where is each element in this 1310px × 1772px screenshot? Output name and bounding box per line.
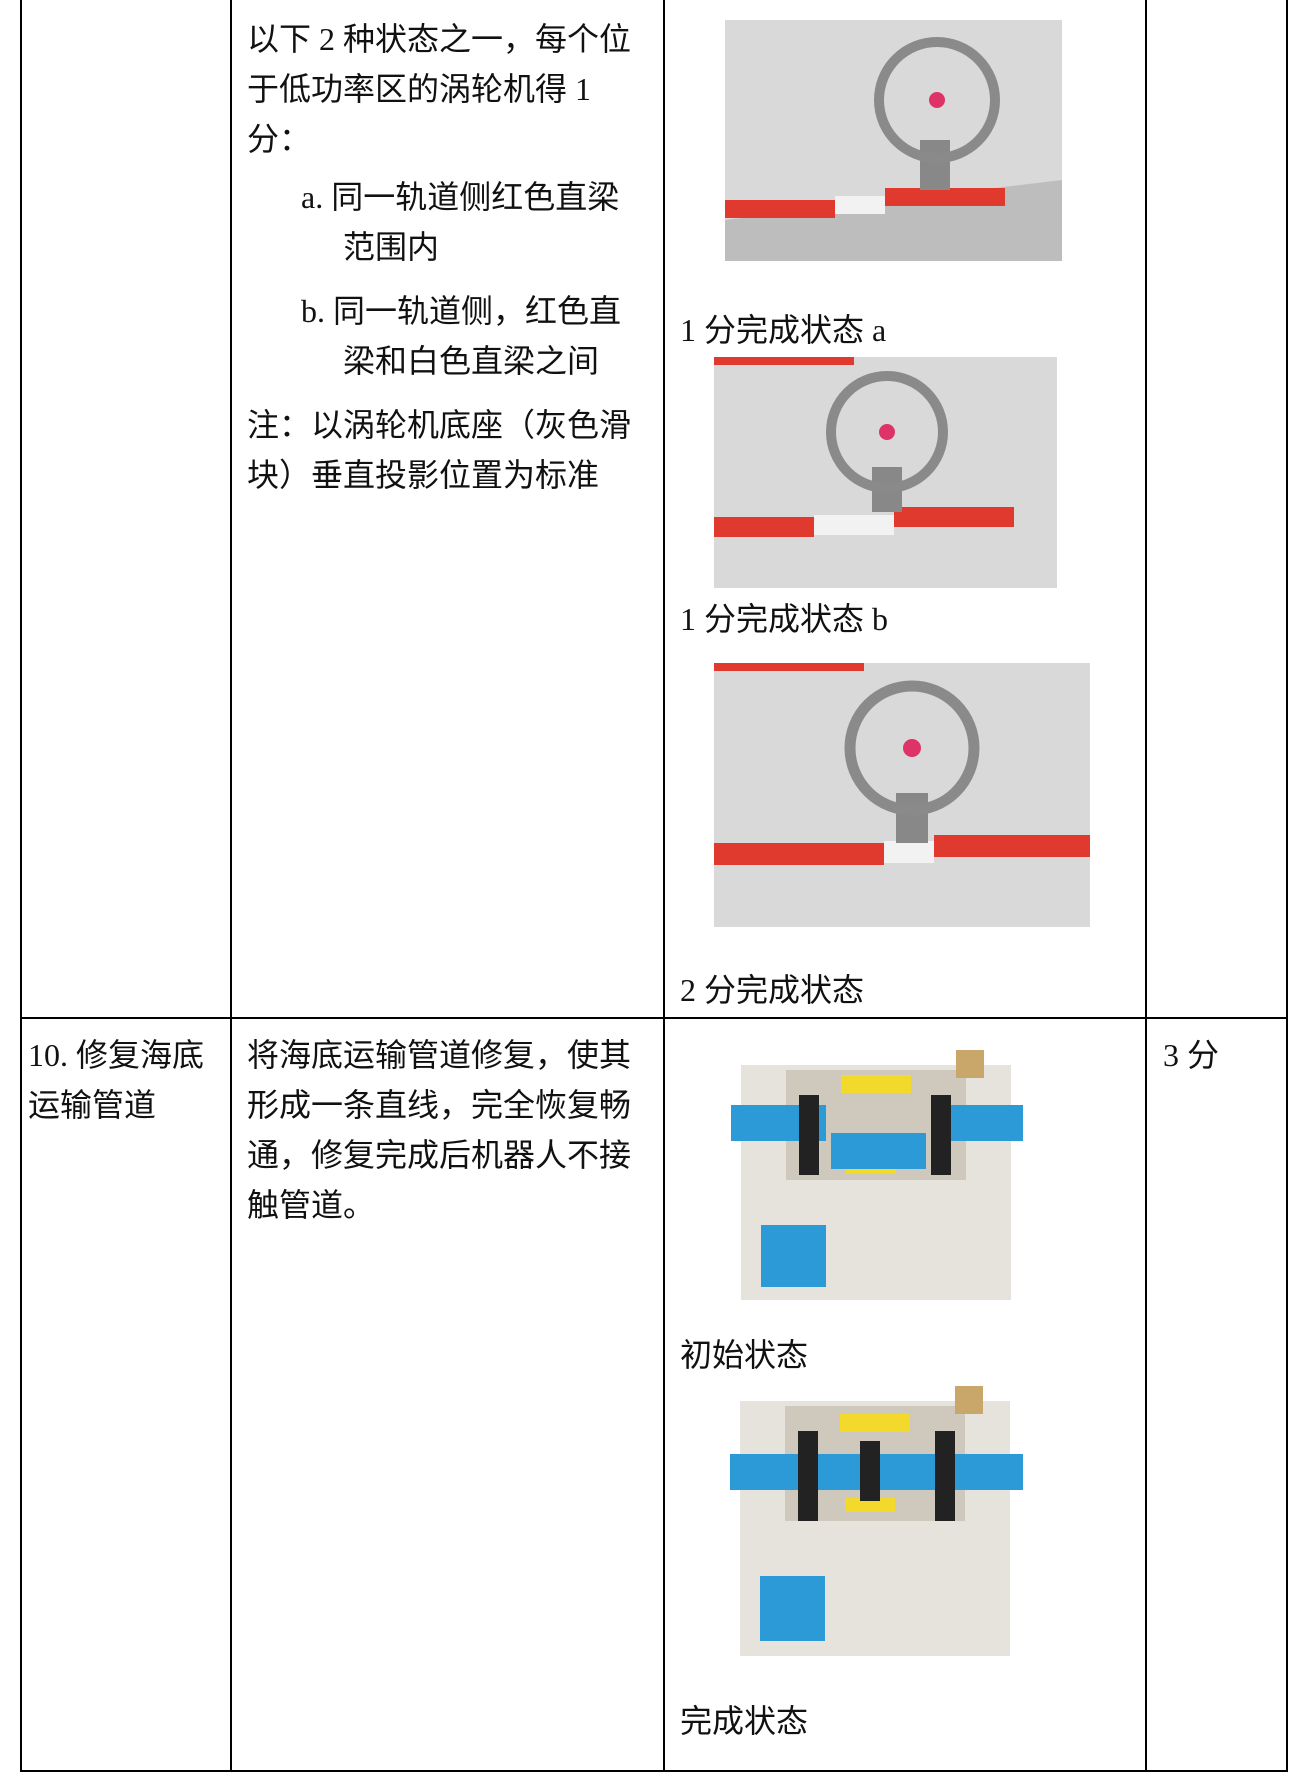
caption: 2 分完成状态 [680,972,865,1008]
border [663,0,665,1772]
caption: 初始状态 [680,1337,809,1373]
list-item: a. 同一轨道侧红色直梁范围内 [301,179,620,265]
item-name: 10. 修复海底运输管道 [28,1037,205,1123]
description: 将海底运输管道修复，使其形成一条直线，完全恢复畅通，修复完成后机器人不接触管道。 [247,1037,632,1223]
description: 以下 2 种状态之一，每个位于低功率区的涡轮机得 1 分： a. 同一轨道侧红色… [247,14,647,500]
border [20,1017,1288,1019]
caption: 1 分完成状态 b [680,601,889,637]
photo [714,663,1090,927]
caption: 完成状态 [680,1703,809,1739]
list-item: b. 同一轨道侧，红色直梁和白色直梁之间 [301,293,622,379]
score: 3 分 [1163,1037,1220,1073]
caption: 1 分完成状态 a [680,312,887,348]
border [20,1770,1288,1772]
border [1145,0,1147,1772]
photo [714,357,1057,588]
note: 注：以涡轮机底座（灰色滑块）垂直投影位置为标准 [247,407,632,493]
border [20,0,22,1772]
intro: 以下 2 种状态之一，每个位于低功率区的涡轮机得 1 分： [247,21,632,157]
border [230,0,232,1772]
photo [725,20,1062,261]
photo [731,1050,1023,1300]
border [1286,0,1288,1772]
photo [730,1386,1023,1656]
